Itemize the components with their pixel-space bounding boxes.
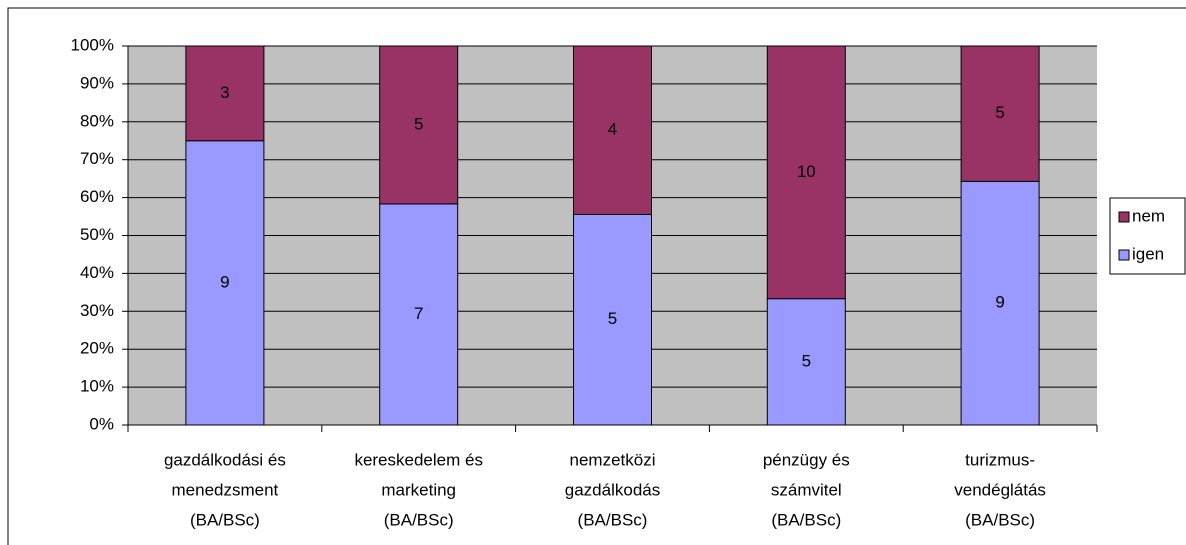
data-label: 10 (797, 162, 816, 181)
y-tick-label: 60% (80, 187, 114, 206)
x-tick-label: turizmus- (965, 450, 1035, 469)
bar-segment (960, 45, 1040, 182)
bar-segment (573, 213, 652, 426)
x-tick-label: (BA/BSc) (578, 510, 648, 529)
x-tick-label: számvitel (771, 480, 842, 499)
y-tick-label: 100% (71, 35, 114, 54)
x-tick-label: gazdálkodási és (164, 450, 286, 469)
data-label: 3 (220, 83, 229, 102)
y-tick-label: 80% (80, 111, 114, 130)
data-label: 5 (608, 309, 617, 328)
y-tick-label: 90% (80, 73, 114, 92)
y-tick-label: 10% (80, 377, 114, 396)
y-tick-label: 50% (80, 225, 114, 244)
bar-segment (766, 298, 846, 426)
y-tick-label: 20% (80, 339, 114, 358)
x-tick-label: (BA/BSc) (771, 510, 841, 529)
y-tick-label: 30% (80, 301, 114, 320)
legend (1109, 197, 1186, 275)
x-tick-label: nemzetközi (570, 450, 656, 469)
y-tick-label: 70% (80, 149, 114, 168)
x-tick-label: (BA/BSc) (190, 510, 260, 529)
data-label: 5 (802, 351, 811, 370)
bar-segment (960, 180, 1040, 426)
legend-swatch (1118, 211, 1130, 223)
data-label: 7 (414, 304, 423, 323)
x-tick-label: marketing (381, 480, 456, 499)
x-tick-label: (BA/BSc) (384, 510, 454, 529)
y-tick-label: 40% (80, 263, 114, 282)
chart-border (7, 7, 1186, 545)
y-tick-label: 0% (89, 414, 114, 433)
bar-segment (185, 45, 265, 142)
bar-segment (573, 45, 652, 215)
data-label: 5 (414, 114, 423, 133)
x-tick-label: menedzsment (172, 480, 279, 499)
legend-swatch (1118, 249, 1130, 261)
x-tick-label: gazdálkodás (565, 480, 660, 499)
data-label: 4 (608, 120, 617, 139)
x-tick-label: (BA/BSc) (965, 510, 1035, 529)
bar-segment (379, 45, 459, 205)
x-tick-label: kereskedelem és (354, 450, 483, 469)
bar-segment (379, 203, 459, 426)
legend-label: igen (1132, 244, 1164, 263)
x-tick-label: pénzügy és (763, 450, 850, 469)
data-label: 9 (995, 293, 1004, 312)
legend-label: nem (1132, 206, 1165, 225)
data-label: 5 (995, 103, 1004, 122)
x-tick-label: vendéglátás (954, 480, 1046, 499)
bar-segment (766, 45, 846, 300)
data-label: 9 (220, 272, 229, 291)
